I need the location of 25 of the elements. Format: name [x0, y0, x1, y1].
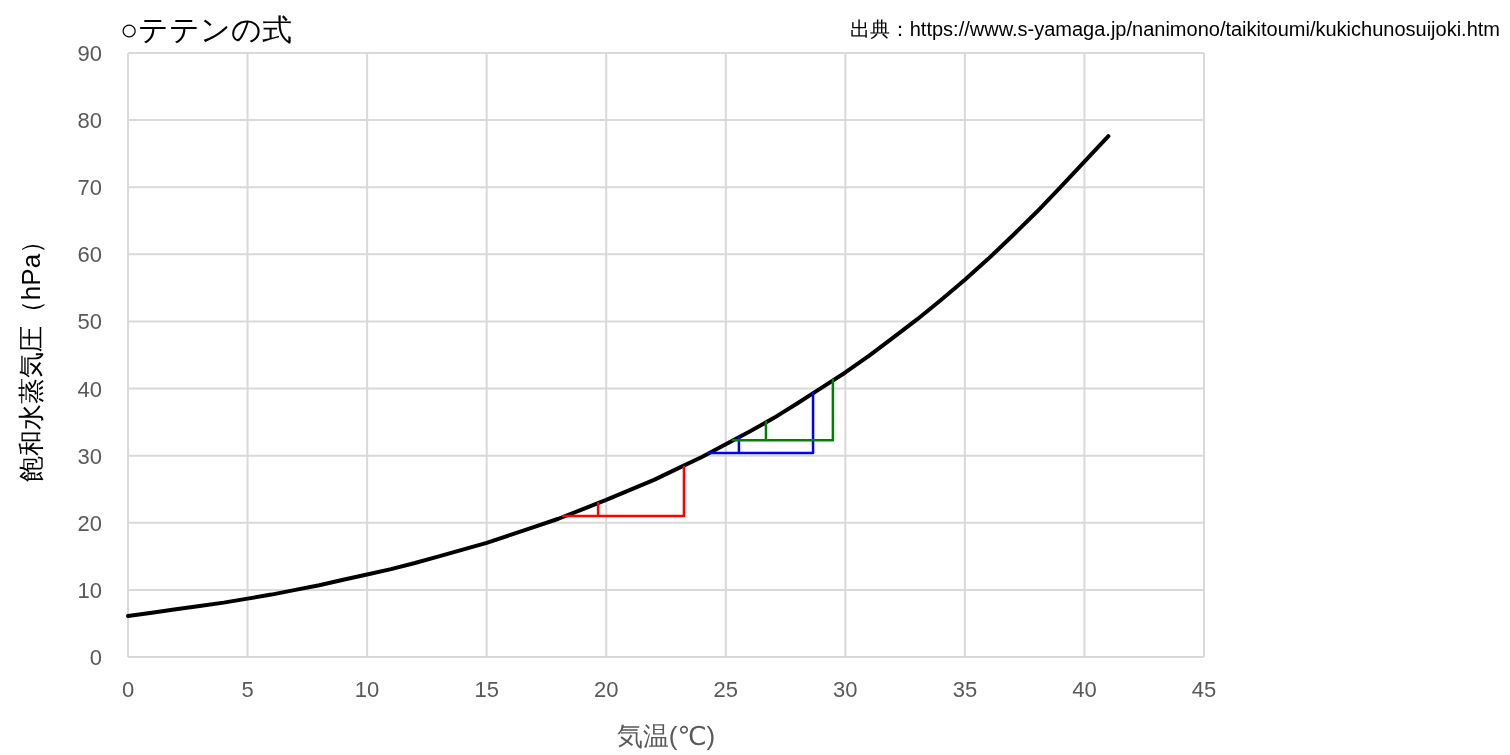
y-tick-label: 80: [77, 108, 102, 134]
y-tick-label: 70: [77, 175, 102, 201]
source-note: 出典：https://www.s-yamaga.jp/nanimono/taikitoumi/kukichunosuijoki.htm: [849, 18, 1500, 40]
x-tick-label: 15: [474, 677, 499, 702]
x-axis-title: 気温(℃): [616, 721, 716, 751]
x-tick-label: 45: [1191, 677, 1217, 702]
y-tick-label: 10: [77, 577, 102, 603]
x-tick-label: 30: [833, 677, 858, 702]
chart-title: ○テテンの式: [120, 13, 293, 46]
y-tick-label: 60: [77, 242, 102, 268]
y-tick-label: 90: [77, 41, 102, 66]
y-tick-label: 30: [77, 443, 102, 469]
line-series: [126, 134, 1111, 619]
x-tick-label: 0: [121, 677, 135, 702]
x-tick-label: 25: [713, 677, 739, 702]
y-tick-label: 40: [77, 376, 102, 402]
x-tick-label: 35: [952, 677, 978, 702]
x-tick-label: 20: [593, 677, 619, 702]
y-axis-title: 飽和水蒸気圧（hPa）: [16, 227, 46, 483]
y-tick-label: 0: [89, 645, 102, 670]
x-tick-label: 10: [354, 677, 380, 702]
x-tick-label: 40: [1072, 677, 1097, 702]
y-tick-label: 20: [77, 510, 102, 536]
x-tick-label: 5: [241, 677, 254, 702]
y-tick-label: 50: [77, 309, 102, 335]
